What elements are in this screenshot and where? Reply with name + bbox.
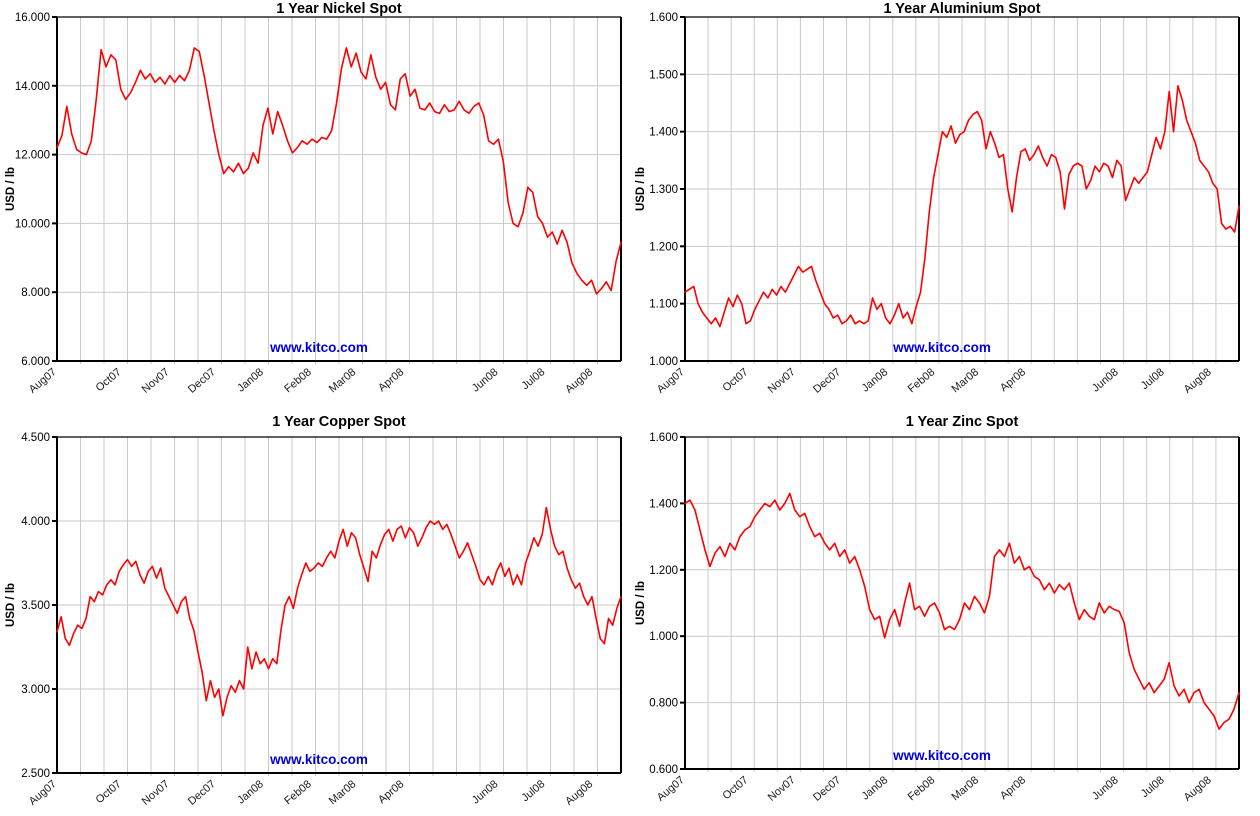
x-tick-label: Aug07 (27, 366, 59, 396)
x-tick-label: Aug08 (1182, 774, 1214, 804)
x-tick-label: Jun08 (470, 778, 501, 806)
x-tick-label: Aug07 (655, 774, 687, 804)
y-tick-label: 16.000 (15, 12, 50, 24)
kitco-watermark-link[interactable]: www.kitco.com (892, 340, 991, 355)
x-tick-label: Dec07 (186, 778, 218, 808)
y-tick-label: 4.000 (21, 516, 50, 528)
price-line (684, 85, 1240, 328)
x-tick-label: Jul08 (1139, 366, 1167, 392)
y-axis-label: USD / lb (635, 581, 647, 625)
x-tick-label: Jan08 (235, 366, 266, 394)
x-tick-label: Feb08 (282, 366, 314, 395)
y-tick-label: 14.000 (15, 81, 50, 93)
x-tick-label: Feb08 (906, 366, 938, 395)
y-tick-label: 1.300 (649, 184, 678, 196)
x-tick-label: Nov07 (766, 366, 798, 396)
x-tick-label: Aug08 (563, 778, 595, 808)
y-tick-label: 1.500 (649, 69, 678, 81)
chart-title: 1 Year Aluminium Spot (883, 1, 1040, 17)
x-tick-label: Jul08 (519, 778, 547, 804)
x-tick-label: Apr08 (376, 366, 406, 394)
y-tick-label: 10.000 (15, 218, 50, 230)
price-line (684, 492, 1240, 730)
copper-spot-chart-panel: 4.500 4.000 3.500 3.000 2.500 Aug07 Oct07 Nov07… (0, 408, 630, 816)
y-tick-label: 1.200 (649, 565, 678, 577)
x-tick-label: Jan08 (860, 366, 891, 394)
x-tick-label: Dec07 (811, 774, 843, 804)
x-tick-label: Nov07 (766, 774, 798, 804)
x-tick-label: Oct07 (720, 366, 750, 394)
x-tick-label: Jul08 (519, 366, 547, 392)
y-tick-label: 1.600 (649, 12, 678, 24)
price-line (56, 47, 622, 295)
x-tick-label: Mar08 (327, 366, 359, 395)
y-tick-label: 0.600 (649, 764, 678, 776)
x-tick-label: Jun08 (470, 366, 501, 394)
kitco-watermark-link[interactable]: www.kitco.com (269, 752, 368, 767)
y-tick-label: 4.500 (21, 432, 50, 444)
x-tick-label: Dec07 (186, 366, 218, 396)
x-tick-label: Aug08 (1182, 366, 1214, 396)
aluminium-spot-chart-panel: 1.600 1.500 1.400 1.300 1.200 1.100 1.000 Aug07… (630, 0, 1260, 408)
x-tick-label: Jun08 (1090, 366, 1121, 394)
y-axis-label: USD / lb (5, 583, 17, 627)
x-tick-label: Apr08 (998, 774, 1028, 802)
y-tick-label: 2.500 (21, 768, 50, 780)
x-tick-label: Aug08 (563, 366, 595, 396)
x-tick-label: Oct07 (94, 366, 124, 394)
zinc-spot-chart-panel: 1.600 1.400 1.200 1.000 0.800 0.600 Aug07 Oct07… (630, 408, 1260, 816)
x-tick-label: Aug07 (655, 366, 687, 396)
x-tick-label: Jul08 (1139, 774, 1167, 800)
y-tick-label: 1.600 (649, 432, 678, 444)
y-axis-label: USD / lb (5, 167, 17, 211)
x-tick-label: Apr08 (998, 366, 1028, 394)
aluminium-spot-chart: 1.600 1.500 1.400 1.300 1.200 1.100 1.000Aug07… (635, 1, 1240, 396)
x-tick-label: Jan08 (860, 774, 891, 802)
x-tick-label: Mar08 (949, 366, 981, 395)
x-tick-label: Mar08 (327, 778, 359, 807)
nickel-spot-chart-panel: 16.000 14.000 12.000 10.000 8.000 6.000 Aug07 O… (0, 0, 630, 408)
x-tick-label: Mar08 (949, 774, 981, 803)
chart-title: 1 Year Copper Spot (272, 414, 406, 430)
y-tick-label: 12.000 (15, 150, 50, 162)
x-tick-label: Apr08 (376, 778, 406, 806)
x-tick-label: Jun08 (1090, 774, 1121, 802)
x-tick-label: Aug07 (27, 778, 59, 808)
y-tick-label: 1.400 (649, 127, 678, 139)
y-tick-label: 1.100 (649, 299, 678, 311)
x-tick-label: Nov07 (140, 778, 172, 808)
kitco-watermark-link[interactable]: www.kitco.com (269, 340, 368, 355)
y-tick-label: 1.000 (649, 631, 678, 643)
x-tick-label: Nov07 (140, 366, 172, 396)
chart-title: 1 Year Zinc Spot (906, 414, 1019, 430)
kitco-watermark-link[interactable]: www.kitco.com (892, 748, 991, 763)
y-tick-label: 1.200 (649, 241, 678, 253)
x-tick-label: Dec07 (811, 366, 843, 396)
x-tick-label: Jan08 (235, 778, 266, 806)
x-tick-label: Feb08 (906, 774, 938, 803)
y-tick-label: 1.000 (649, 356, 678, 368)
x-tick-label: Oct07 (94, 778, 124, 806)
chart-title: 1 Year Nickel Spot (276, 1, 402, 17)
y-tick-label: 3.500 (21, 600, 50, 612)
y-tick-label: 3.000 (21, 684, 50, 696)
y-tick-label: 8.000 (21, 287, 50, 299)
y-tick-label: 6.000 (21, 356, 50, 368)
price-line (56, 506, 622, 717)
y-tick-label: 0.800 (649, 698, 678, 710)
x-tick-label: Oct07 (720, 774, 750, 802)
y-axis-label: USD / lb (635, 167, 647, 211)
x-tick-label: Feb08 (282, 778, 314, 807)
y-tick-label: 1.400 (649, 498, 678, 510)
